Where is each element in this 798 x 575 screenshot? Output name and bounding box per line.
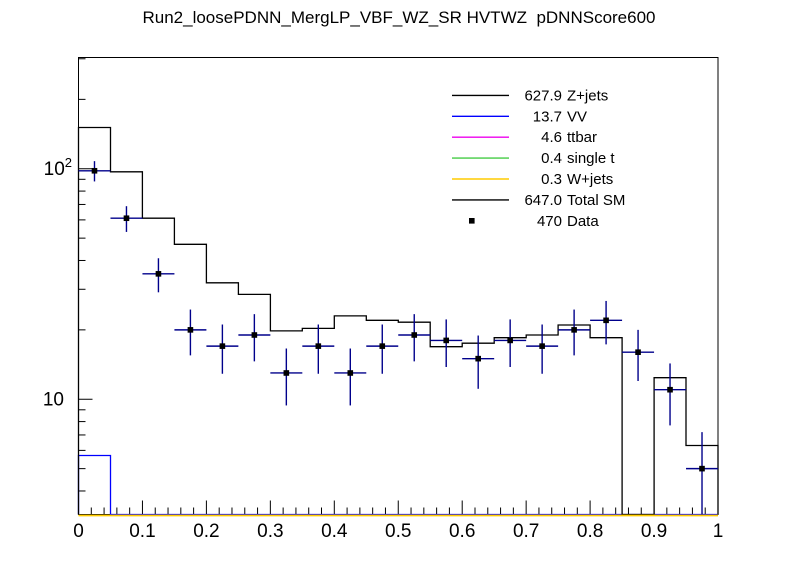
data-point-marker	[635, 349, 641, 356]
legend-label: ttbar	[567, 129, 597, 146]
legend-value: 13.7	[533, 108, 562, 125]
data-point-marker	[379, 343, 386, 349]
data-point-marker	[123, 215, 130, 222]
data-point-marker	[251, 332, 258, 338]
legend-value: 470	[537, 213, 562, 230]
x-tick-label: 0.9	[641, 521, 667, 542]
data-point-marker	[219, 343, 226, 349]
data-point-marker	[603, 317, 609, 324]
data-point-marker	[187, 327, 194, 333]
x-tick-label: 0.5	[385, 521, 411, 542]
legend-label: Total SM	[567, 192, 625, 209]
data-point-marker	[475, 355, 481, 362]
legend-value: 0.3	[541, 171, 562, 188]
data-point-marker	[91, 167, 98, 174]
x-tick-label: 0.4	[321, 521, 348, 542]
x-tick-label: 1	[713, 521, 724, 542]
x-tick-label: 0.7	[513, 521, 539, 542]
data-point-marker	[571, 327, 577, 333]
legend-label: single t	[567, 150, 615, 167]
data-point-marker	[699, 465, 705, 472]
legend-label: W+jets	[567, 171, 613, 188]
legend-label: VV	[567, 108, 587, 125]
data-point-marker	[315, 343, 322, 349]
data-point-marker	[155, 271, 162, 277]
x-tick-label: 0	[73, 521, 84, 542]
legend-value: 627.9	[524, 87, 562, 104]
x-tick-label: 0.3	[257, 521, 283, 542]
legend-label: Data	[567, 213, 599, 230]
legend-value: 647.0	[524, 192, 562, 209]
data-point-marker	[507, 337, 513, 344]
y-tick-label: 10	[43, 389, 64, 410]
total-sm-histogram	[77, 126, 719, 516]
plot-title: Run2_loosePDNN_MergLP_VBF_WZ_SR HVTWZ pD…	[142, 8, 656, 27]
data-point-marker	[667, 386, 673, 393]
data-point-marker	[347, 370, 354, 376]
vv-histogram	[77, 454, 718, 516]
legend-marker-data	[469, 218, 475, 224]
data-point-marker	[283, 370, 290, 376]
x-tick-label: 0.1	[129, 521, 155, 542]
data-point-marker	[443, 337, 450, 344]
data-point-marker	[539, 343, 545, 349]
legend-value: 4.6	[541, 129, 562, 146]
legend-label: Z+jets	[567, 87, 608, 104]
x-tick-label: 0.6	[449, 521, 475, 542]
y-tick-label: 102	[44, 155, 72, 180]
x-tick-label: 0.2	[193, 521, 219, 542]
data-point-marker	[411, 332, 418, 338]
x-tick-label: 0.8	[577, 521, 603, 542]
legend-value: 0.4	[541, 150, 562, 167]
